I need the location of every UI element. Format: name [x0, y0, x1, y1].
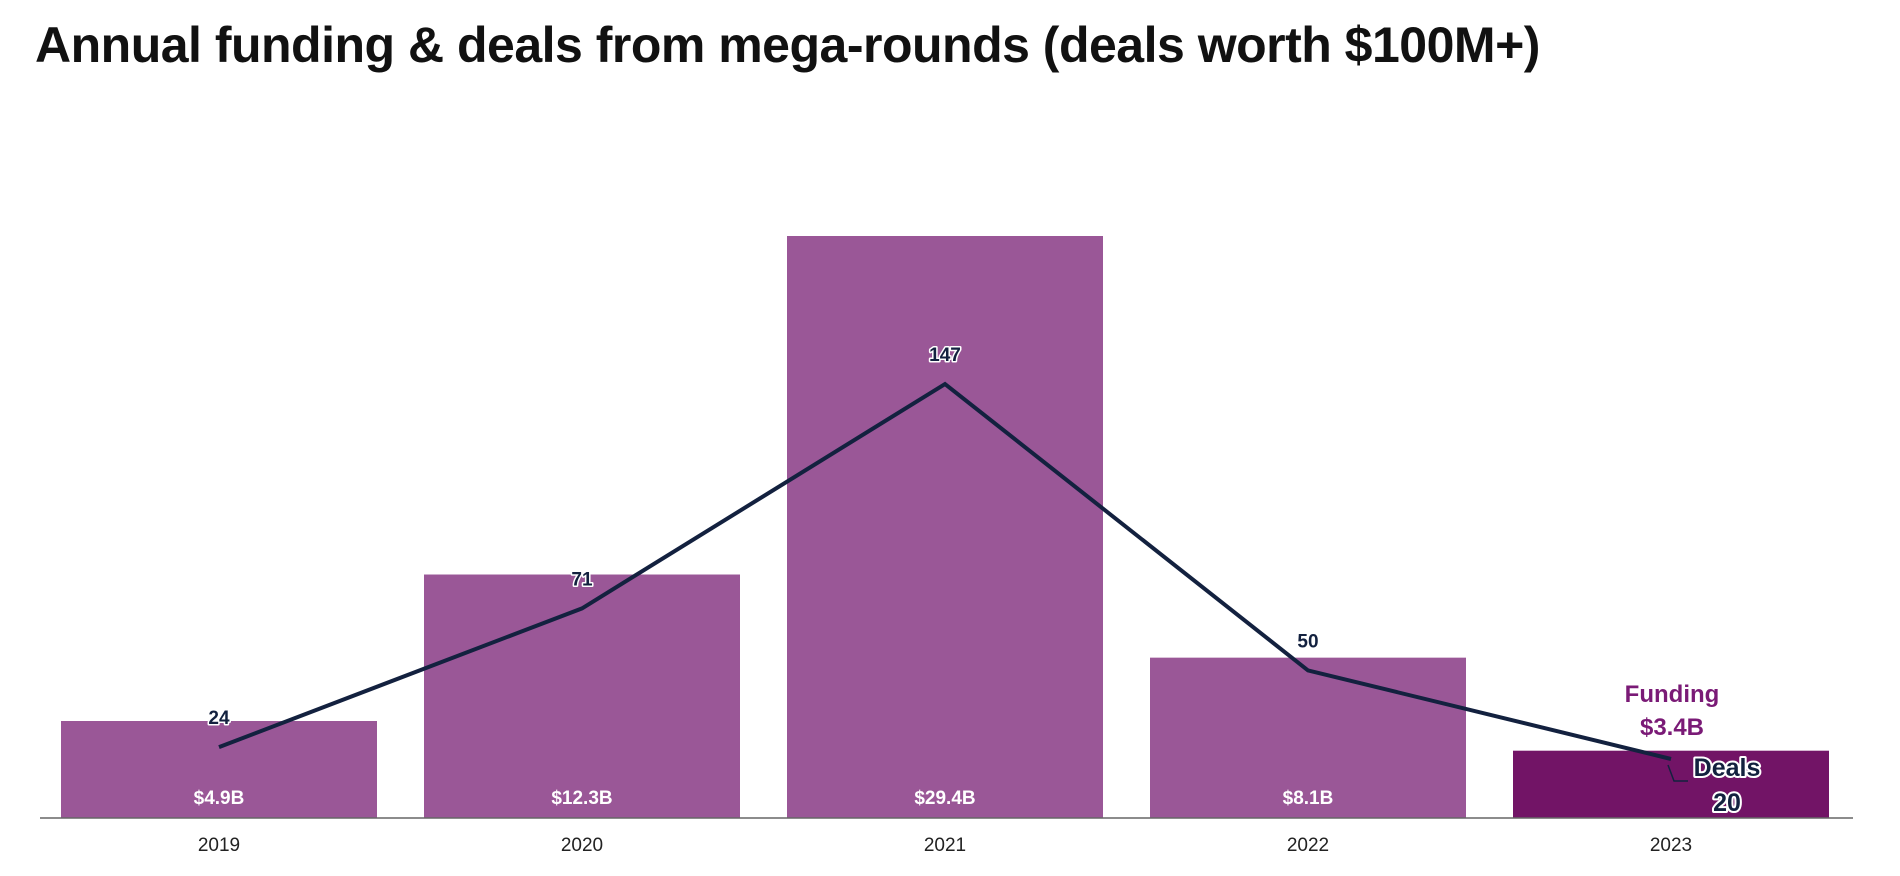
funding-bars — [61, 236, 1829, 818]
deals-label-2019: 24 — [208, 708, 230, 729]
x-tick-2022: 2022 — [1287, 835, 1329, 856]
funding-label-2021: $29.4B — [914, 788, 975, 809]
funding-label-2019: $4.9B — [194, 788, 245, 809]
annotation-deals-name: Deals — [1694, 754, 1761, 782]
annotation-funding-value: $3.4B — [1640, 714, 1704, 741]
x-tick-2019: 2019 — [198, 835, 240, 856]
funding-bar-2023 — [1513, 750, 1829, 818]
annotation-deals-value: 20 — [1713, 789, 1741, 817]
deals-label-2021: 147 — [929, 345, 961, 366]
x-tick-2021: 2021 — [924, 835, 966, 856]
funding-label-2020: $12.3B — [551, 788, 612, 809]
deals-label-2022: 50 — [1297, 631, 1318, 652]
annotations: Funding $3.4B Deals 20 — [1625, 681, 1763, 819]
deals-line — [218, 381, 1672, 761]
deals-label-2020: 71 — [571, 569, 593, 590]
x-tick-2020: 2020 — [561, 835, 603, 856]
deals-labels: 24 71 147 50 — [207, 344, 1320, 731]
funding-bar-2021 — [787, 236, 1103, 818]
chart-title: Annual funding & deals from mega-rounds … — [35, 17, 1540, 73]
funding-bar-2019 — [61, 721, 377, 818]
funding-label-2022: $8.1B — [1283, 788, 1334, 809]
deals-leader-line — [1667, 764, 1688, 782]
funding-bar-2022 — [1150, 657, 1466, 818]
x-axis-ticks: 2019 2020 2021 2022 2023 — [198, 835, 1692, 856]
funding-bar-2020 — [424, 574, 740, 818]
x-tick-2023: 2023 — [1650, 835, 1692, 856]
annotation-funding-name: Funding — [1625, 681, 1720, 708]
funding-bar-labels: $4.9B $12.3B $29.4B $8.1B — [194, 788, 1334, 809]
